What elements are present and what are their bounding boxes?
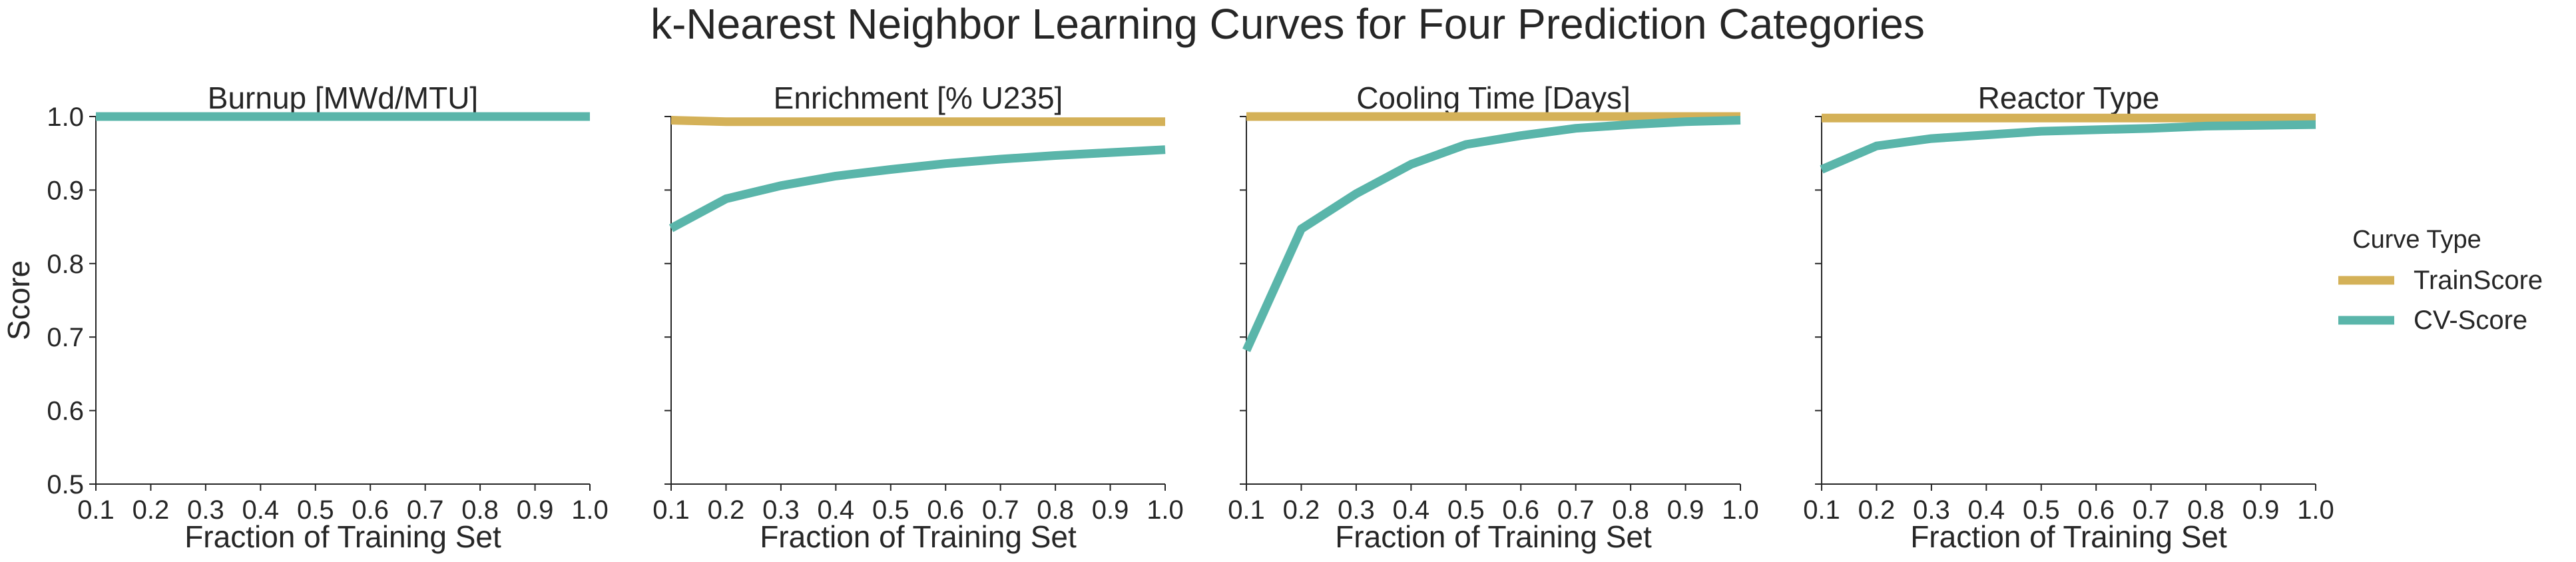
x-tick-label: 0.4 [818,495,855,525]
train-score-line [670,116,1165,127]
x-tick-label: 0.2 [1858,495,1896,525]
x-tick-label: 0.8 [1612,495,1649,525]
x-tick-label: 0.7 [982,495,1019,525]
chart-panel-3: Cooling Time [Days] 0.1 0.2 0.3 0.4 0.5 0.6 0.7… [1228,81,1759,554]
chart-panels: Burnup [MWd/MTU] 0.5 0.6 0.7 0.8 0.9 1.0 0.1 0.2… [1,81,2334,554]
x-tick-label: 1.0 [1147,495,1184,525]
x-tick-label: 0.1 [1803,495,1840,525]
panel-title: Reactor Type [1978,81,2160,115]
y-axis-label: Score [1,260,36,340]
cv-score-line [668,145,1166,232]
x-tick-label: 0.5 [2023,495,2060,525]
cv-score-line [1820,120,2316,174]
x-tick-label: 0.3 [1338,495,1375,525]
x-tick-label: 0.6 [352,495,389,525]
x-tick-label: 0.1 [652,495,690,525]
x-tick-label: 0.8 [2187,495,2224,525]
x-tick-label: 0.3 [762,495,800,525]
x-tick-label: 0.2 [132,495,170,525]
x-tick-label: 1.0 [2297,495,2334,525]
panel-title: Burnup [MWd/MTU] [208,81,478,115]
y-tick-label: 0.6 [47,397,84,426]
x-tick-label: 0.9 [1092,495,1129,525]
x-axis-label: Fraction of Training Set [760,519,1077,554]
x-tick-label: 0.4 [1968,495,2005,525]
x-axis-label: Fraction of Training Set [1335,519,1652,554]
chart-panel-2: Enrichment [% U235] 0.1 0.2 0.3 0.4 0.5 0.6 0.7… [652,81,1184,554]
x-tick-label: 0.5 [872,495,909,525]
x-tick-label: 0.3 [1913,495,1950,525]
x-tick-label: 0.8 [1037,495,1074,525]
y-tick-label: 0.5 [47,470,84,499]
y-tick-label: 1.0 [47,103,84,132]
x-axis-label: Fraction of Training Set [184,519,501,554]
x-tick-label: 0.7 [1557,495,1595,525]
x-tick-label: 0.6 [2077,495,2115,525]
chart-panel-1: Burnup [MWd/MTU] 0.5 0.6 0.7 0.8 0.9 1.0 0.1 0.2… [1,81,609,554]
legend: Curve Type TrainScore CV-Score [2338,226,2543,335]
legend-cv-label: CV-Score [2414,306,2527,335]
x-tick-label: 0.3 [187,495,224,525]
x-tick-label: 0.4 [242,495,280,525]
panel-title: Cooling Time [Days] [1356,81,1631,115]
x-tick-label: 0.9 [1667,495,1704,525]
x-tick-label: 1.0 [1722,495,1759,525]
y-tick-label: 0.8 [47,250,84,279]
x-tick-label: 1.0 [571,495,609,525]
chart-panel-4: Reactor Type 0.1 0.2 0.3 0.4 0.5 0.6 0.7 0.8 0.9 1… [1803,81,2334,554]
x-axis-label: Fraction of Training Set [1910,519,2227,554]
x-tick-label: 0.6 [1502,495,1539,525]
x-tick-label: 0.2 [708,495,745,525]
x-tick-label: 0.1 [1228,495,1265,525]
panel-title: Enrichment [% U235] [774,81,1063,115]
x-tick-label: 0.2 [1283,495,1320,525]
y-tick-label: 0.9 [47,176,84,205]
x-tick-label: 0.7 [407,495,444,525]
x-tick-label: 0.8 [461,495,499,525]
cv-score-line [1242,116,1741,352]
x-tick-label: 0.7 [2133,495,2170,525]
figure-title: k-Nearest Neighbor Learning Curves for F… [650,0,1925,48]
x-tick-label: 0.4 [1393,495,1430,525]
x-tick-label: 0.9 [517,495,554,525]
x-tick-label: 0.6 [927,495,964,525]
x-tick-label: 0.5 [1447,495,1485,525]
legend-train-label: TrainScore [2414,266,2543,295]
legend-title: Curve Type [2352,226,2481,254]
x-tick-label: 0.9 [2242,495,2280,525]
x-tick-label: 0.5 [297,495,334,525]
y-tick-label: 0.7 [47,323,84,352]
x-tick-label: 0.1 [77,495,115,525]
